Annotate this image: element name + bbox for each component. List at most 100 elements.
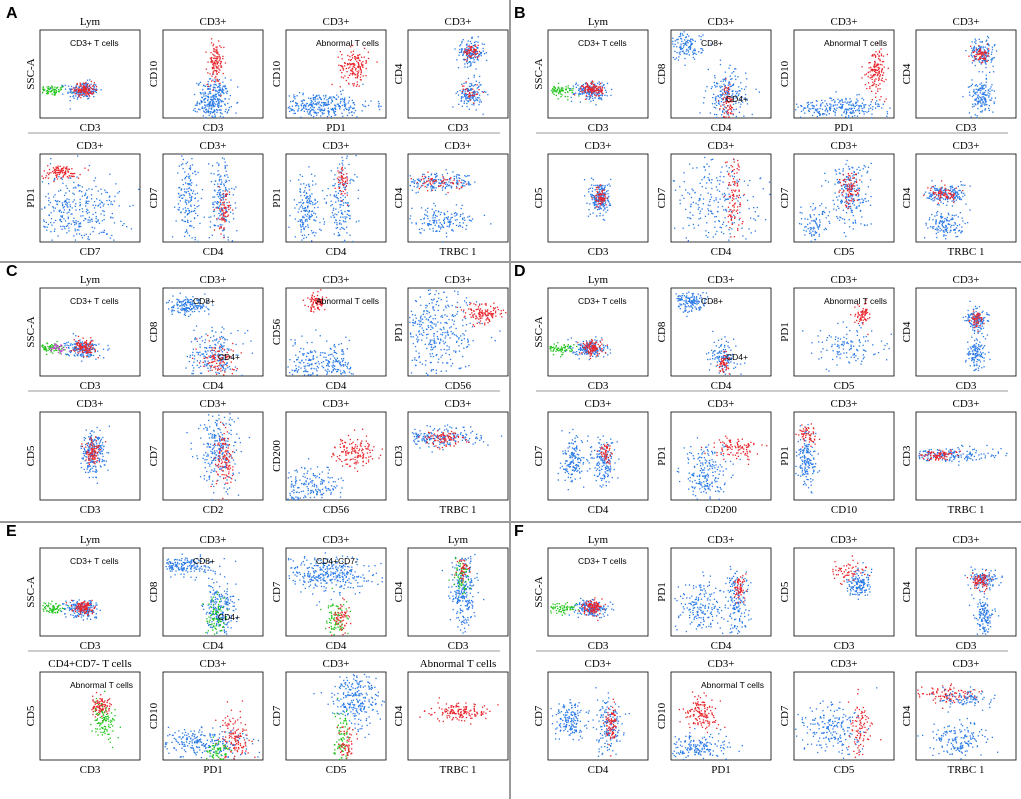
event-dot	[440, 182, 442, 185]
event-dot	[971, 56, 974, 58]
event-dot	[423, 218, 425, 220]
event-dot	[228, 179, 230, 182]
event-dot	[983, 57, 985, 59]
event-dot	[337, 167, 339, 169]
event-dot	[196, 111, 198, 113]
event-dot	[68, 168, 70, 170]
event-dot	[342, 169, 344, 171]
event-dot	[870, 74, 872, 76]
event-dot	[461, 40, 463, 43]
event-dot	[342, 89, 344, 91]
event-dot	[874, 79, 876, 81]
event-dot	[52, 206, 54, 208]
event-dot	[237, 101, 239, 104]
y-axis-label: SSC-A	[533, 58, 545, 89]
event-dot	[41, 181, 44, 183]
event-dot	[853, 105, 855, 107]
event-dot	[988, 44, 990, 47]
event-dot	[63, 206, 65, 208]
event-dot	[433, 214, 435, 216]
event-dot	[423, 182, 425, 184]
event-dot	[962, 95, 964, 98]
event-dot	[464, 51, 466, 53]
population-0	[454, 36, 488, 70]
event-dot	[856, 109, 858, 111]
event-dot	[217, 201, 219, 204]
event-dot	[327, 110, 329, 112]
event-dot	[870, 68, 872, 70]
event-dot	[378, 106, 380, 108]
event-dot	[202, 115, 204, 117]
event-dot	[344, 183, 346, 185]
event-dot	[344, 75, 346, 77]
population-3	[461, 81, 485, 104]
event-dot	[588, 95, 591, 97]
event-dot	[218, 79, 220, 81]
event-dot	[307, 226, 309, 228]
event-dot	[292, 100, 294, 103]
event-dot	[723, 88, 725, 91]
event-dot	[874, 80, 876, 83]
non-t-lymphocytes	[41, 85, 73, 96]
event-dot	[220, 105, 223, 107]
event-dot	[347, 205, 349, 207]
event-dot	[58, 210, 60, 212]
event-dot	[722, 92, 724, 94]
event-dot	[469, 56, 471, 58]
event-dot	[818, 112, 820, 114]
event-dot	[597, 195, 599, 197]
event-dot	[340, 175, 343, 177]
event-dot	[73, 181, 75, 184]
event-dot	[319, 97, 321, 99]
event-dot	[589, 187, 591, 189]
event-dot	[418, 179, 420, 182]
event-dot	[175, 220, 177, 222]
event-dot	[477, 47, 479, 49]
event-dot	[723, 209, 725, 211]
event-dot	[473, 99, 475, 101]
event-dot	[64, 84, 66, 86]
event-dot	[69, 91, 71, 94]
event-dot	[216, 56, 218, 58]
event-dot	[721, 104, 724, 106]
event-dot	[475, 45, 477, 47]
event-dot	[975, 104, 977, 106]
event-dot	[983, 92, 985, 94]
event-dot	[118, 205, 120, 207]
event-dot	[217, 99, 220, 101]
event-dot	[80, 85, 82, 87]
event-dot	[214, 105, 216, 107]
event-dot	[219, 203, 222, 206]
event-dot	[184, 220, 186, 223]
event-dot	[330, 205, 332, 207]
event-dot	[973, 60, 975, 62]
event-dot	[470, 88, 472, 90]
event-dot	[821, 99, 823, 101]
event-dot	[76, 92, 78, 94]
event-dot	[471, 84, 473, 86]
event-dot	[700, 36, 702, 38]
event-dot	[95, 211, 97, 214]
event-dot	[300, 204, 303, 206]
event-dot	[88, 188, 90, 190]
event-dot	[72, 173, 75, 175]
event-dot	[554, 91, 556, 93]
event-dot	[606, 184, 609, 186]
event-dot	[311, 193, 313, 195]
event-dot	[79, 88, 81, 90]
event-dot	[90, 91, 92, 93]
event-dot	[986, 60, 988, 62]
event-dot	[206, 83, 208, 86]
event-dot	[226, 215, 229, 217]
event-dot	[441, 181, 443, 183]
event-dot	[311, 202, 314, 204]
event-dot	[66, 205, 68, 207]
event-dot	[202, 107, 204, 110]
event-dot	[421, 228, 423, 230]
event-dot	[584, 98, 587, 100]
event-dot	[227, 214, 230, 216]
event-dot	[307, 213, 309, 215]
event-dot	[79, 222, 82, 224]
event-dot	[478, 50, 481, 53]
